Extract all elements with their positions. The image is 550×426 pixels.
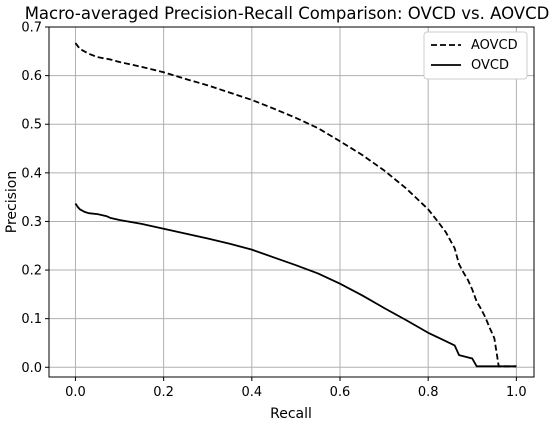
- x-tick-label: 0.0: [65, 385, 86, 400]
- series-lines: [74, 42, 517, 368]
- y-tick-label: 0.5: [21, 118, 42, 133]
- x-tick-label: 0.8: [418, 385, 439, 400]
- x-tick-label: 0.4: [241, 385, 262, 400]
- y-tick-label: 0.6: [21, 69, 42, 84]
- x-axis-label: Recall: [270, 406, 312, 422]
- legend: AOVCD OVCD: [423, 31, 528, 80]
- plot-frame: [48, 26, 535, 378]
- y-tick-label: 0.2: [21, 264, 42, 279]
- series-line-ovcd: [74, 202, 517, 368]
- x-tick-label: 1.0: [506, 385, 527, 400]
- y-axis-label: Precision: [4, 171, 20, 233]
- x-tick-label: 0.6: [330, 385, 351, 400]
- legend-box: [423, 31, 528, 80]
- ticks: 0.0 0.2 0.4 0.6 0.8 1.0 0.0 0.1 0.2 0.3 0.4 0.5 0.6 0…: [21, 21, 526, 401]
- y-tick-label: 0.7: [21, 21, 42, 36]
- y-tick-label: 0.1: [21, 312, 42, 327]
- y-tick-label: 0.0: [21, 361, 42, 376]
- series-line-aovcd: [74, 42, 517, 368]
- chart-title: Macro-averaged Precision-Recall Comparis…: [25, 4, 550, 23]
- x-tick-label: 0.2: [153, 385, 174, 400]
- y-tick-label: 0.4: [21, 166, 42, 181]
- legend-label-aovcd: AOVCD: [471, 38, 518, 53]
- legend-label-ovcd: OVCD: [471, 58, 509, 73]
- y-tick-label: 0.3: [21, 215, 42, 230]
